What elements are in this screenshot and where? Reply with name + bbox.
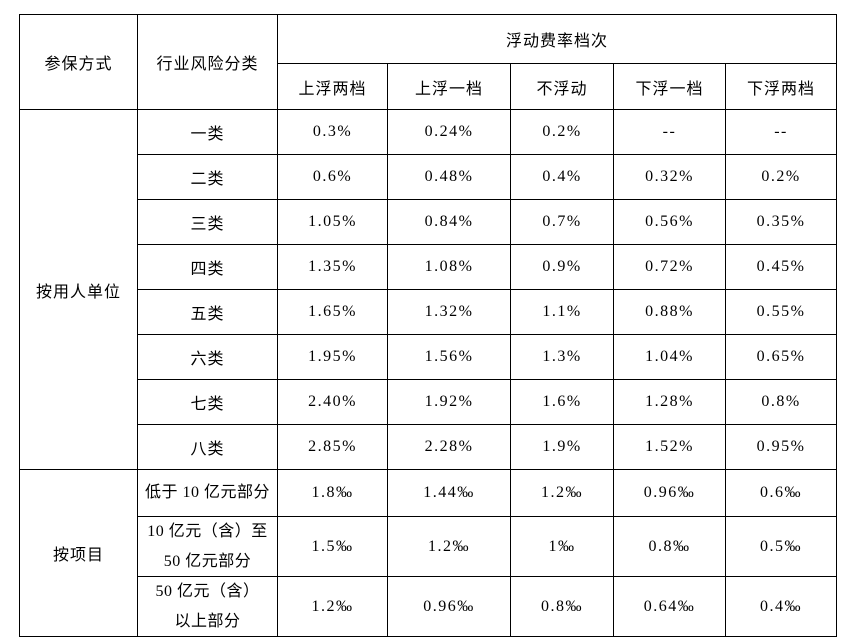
rate-cell: 0.4‰ bbox=[724, 576, 838, 638]
header-tier-down1: 下浮一档 bbox=[613, 63, 726, 110]
rate-cell: 1.9% bbox=[510, 424, 614, 470]
rate-cell: 0.32% bbox=[613, 154, 726, 200]
rate-cell: 0.72% bbox=[613, 244, 726, 290]
table-row: 七类 2.40% 1.92% 1.6% 1.28% 0.8% bbox=[20, 379, 838, 425]
section-label-employer: 按用人单位 bbox=[19, 109, 138, 470]
rate-cell: 0.2% bbox=[510, 109, 614, 155]
category-cell: 二类 bbox=[137, 154, 278, 200]
category-cell: 低于 10 亿元部分 bbox=[137, 469, 278, 517]
rate-cell: 0.64‰ bbox=[613, 576, 726, 638]
category-cell: 七类 bbox=[137, 379, 278, 425]
rate-cell: 1.2‰ bbox=[277, 576, 388, 638]
rate-cell: 0.84% bbox=[387, 199, 511, 245]
rate-cell: 0.2% bbox=[724, 154, 838, 200]
rate-cell: 0.96‰ bbox=[387, 576, 511, 638]
rate-cell: 1.3% bbox=[510, 334, 614, 380]
rate-cell: 0.8‰ bbox=[510, 576, 614, 638]
rate-cell: 0.6% bbox=[277, 154, 388, 200]
header-row-top: 参保方式 行业风险分类 浮动费率档次 bbox=[19, 14, 838, 110]
rate-cell: 1.35% bbox=[277, 244, 388, 290]
rate-cell: 1.1% bbox=[510, 289, 614, 335]
rate-cell: 0.88% bbox=[613, 289, 726, 335]
rate-cell: 0.8‰ bbox=[613, 515, 726, 578]
rate-cell: 2.28% bbox=[387, 424, 511, 470]
floating-rate-table: 参保方式 行业风险分类 浮动费率档次 上浮两档 上浮一档 不浮动 下浮一档 下浮… bbox=[19, 14, 838, 638]
header-participation: 参保方式 bbox=[19, 14, 138, 110]
table-row: 10 亿元（含）至 50 亿元部分 1.5‰ 1.2‰ 1‰ 0.8‰ 0.5‰ bbox=[20, 515, 838, 578]
table-row: 五类 1.65% 1.32% 1.1% 0.88% 0.55% bbox=[20, 289, 838, 335]
table-row: 三类 1.05% 0.84% 0.7% 0.56% 0.35% bbox=[20, 199, 838, 245]
rate-cell: 1.5‰ bbox=[277, 515, 388, 578]
rate-cell: 1.2‰ bbox=[510, 469, 614, 517]
category-cell: 五类 bbox=[137, 289, 278, 335]
rate-cell: 0.96‰ bbox=[613, 469, 726, 517]
rate-cell: 1.95% bbox=[277, 334, 388, 380]
header-tier-down2: 下浮两档 bbox=[724, 63, 838, 110]
table-row: 六类 1.95% 1.56% 1.3% 1.04% 0.65% bbox=[20, 334, 838, 380]
rate-table-container: 参保方式 行业风险分类 浮动费率档次 上浮两档 上浮一档 不浮动 下浮一档 下浮… bbox=[19, 14, 838, 638]
rate-cell: 0.56% bbox=[613, 199, 726, 245]
category-cell: 六类 bbox=[137, 334, 278, 380]
rate-cell: 0.95% bbox=[724, 424, 838, 470]
rate-cell: 1.65% bbox=[277, 289, 388, 335]
rate-cell: -- bbox=[613, 109, 726, 155]
header-row-tiers: 上浮两档 上浮一档 不浮动 下浮一档 下浮两档 bbox=[20, 63, 838, 110]
rate-cell: 0.35% bbox=[724, 199, 838, 245]
rate-cell: 0.6‰ bbox=[724, 469, 838, 517]
rate-cell: 1.2‰ bbox=[387, 515, 511, 578]
rate-cell: 0.24% bbox=[387, 109, 511, 155]
header-float-group: 浮动费率档次 bbox=[276, 14, 838, 64]
header-risk-category: 行业风险分类 bbox=[137, 14, 278, 110]
rate-cell: 1.52% bbox=[613, 424, 726, 470]
table-row: 按项目 低于 10 亿元部分 1.8‰ 1.44‰ 1.2‰ 0.96‰ 0.6… bbox=[19, 468, 838, 638]
rate-cell: 0.9% bbox=[510, 244, 614, 290]
rate-cell: 1.56% bbox=[387, 334, 511, 380]
rate-cell: 0.45% bbox=[724, 244, 838, 290]
header-tier-up2: 上浮两档 bbox=[277, 63, 388, 110]
header-tier-up1: 上浮一档 bbox=[387, 63, 511, 110]
rate-cell: 1.05% bbox=[277, 199, 388, 245]
table-row: 二类 0.6% 0.48% 0.4% 0.32% 0.2% bbox=[20, 154, 838, 200]
rate-cell: 0.5‰ bbox=[724, 515, 838, 578]
rate-cell: 1.92% bbox=[387, 379, 511, 425]
category-cell: 10 亿元（含）至 50 亿元部分 bbox=[137, 515, 278, 578]
rate-cell: 1.08% bbox=[387, 244, 511, 290]
category-cell: 四类 bbox=[137, 244, 278, 290]
rate-cell: 2.85% bbox=[277, 424, 388, 470]
table-row: 八类 2.85% 2.28% 1.9% 1.52% 0.95% bbox=[20, 424, 838, 470]
rate-cell: 0.8% bbox=[724, 379, 838, 425]
rate-cell: 0.65% bbox=[724, 334, 838, 380]
rate-cell: 0.48% bbox=[387, 154, 511, 200]
table-row: 50 亿元（含） 以上部分 1.2‰ 0.96‰ 0.8‰ 0.64‰ 0.4‰ bbox=[20, 576, 838, 638]
rate-cell: 2.40% bbox=[277, 379, 388, 425]
rate-cell: 1.04% bbox=[613, 334, 726, 380]
rate-cell: 1.32% bbox=[387, 289, 511, 335]
rate-cell: 1.44‰ bbox=[387, 469, 511, 517]
rate-cell: 1‰ bbox=[510, 515, 614, 578]
table-row: 按用人单位 一类 0.3% 0.24% 0.2% -- -- bbox=[19, 109, 838, 470]
rate-cell: 1.28% bbox=[613, 379, 726, 425]
category-cell: 八类 bbox=[137, 424, 278, 470]
rate-cell: 0.3% bbox=[277, 109, 388, 155]
rate-cell: -- bbox=[724, 109, 838, 155]
section-label-project: 按项目 bbox=[19, 468, 138, 638]
rate-cell: 0.4% bbox=[510, 154, 614, 200]
rate-cell: 1.8‰ bbox=[277, 469, 388, 517]
table-row: 四类 1.35% 1.08% 0.9% 0.72% 0.45% bbox=[20, 244, 838, 290]
rate-cell: 0.55% bbox=[724, 289, 838, 335]
category-cell: 三类 bbox=[137, 199, 278, 245]
rate-cell: 0.7% bbox=[510, 199, 614, 245]
category-cell: 50 亿元（含） 以上部分 bbox=[137, 576, 278, 638]
header-tier-none: 不浮动 bbox=[510, 63, 614, 110]
rate-cell: 1.6% bbox=[510, 379, 614, 425]
category-cell: 一类 bbox=[137, 109, 278, 155]
